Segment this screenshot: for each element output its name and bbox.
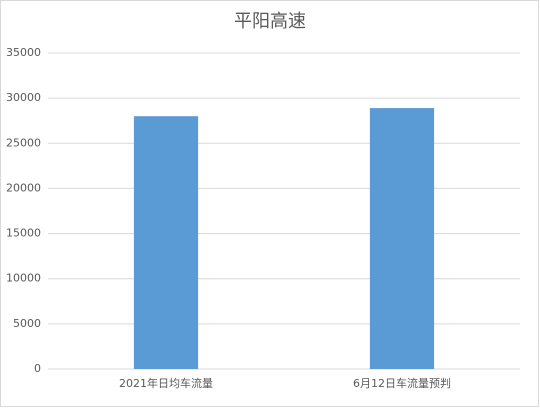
- y-tick-label: 5000: [13, 317, 41, 330]
- bar: [369, 108, 435, 370]
- y-tick-label: 25000: [6, 136, 41, 149]
- y-tick-label: 35000: [6, 46, 41, 59]
- chart-title: 平阳高速: [234, 11, 306, 32]
- y-tick-label: 10000: [6, 272, 41, 285]
- y-tick-label: 30000: [6, 91, 41, 104]
- x-tick-label: 2021年日均车流量: [119, 376, 213, 390]
- y-tick-label: 0: [34, 362, 41, 375]
- y-tick-label: 15000: [6, 227, 41, 240]
- y-tick-label: 20000: [6, 181, 41, 194]
- bar: [133, 116, 199, 369]
- x-tick-label: 6月12日车流量预判: [353, 376, 451, 390]
